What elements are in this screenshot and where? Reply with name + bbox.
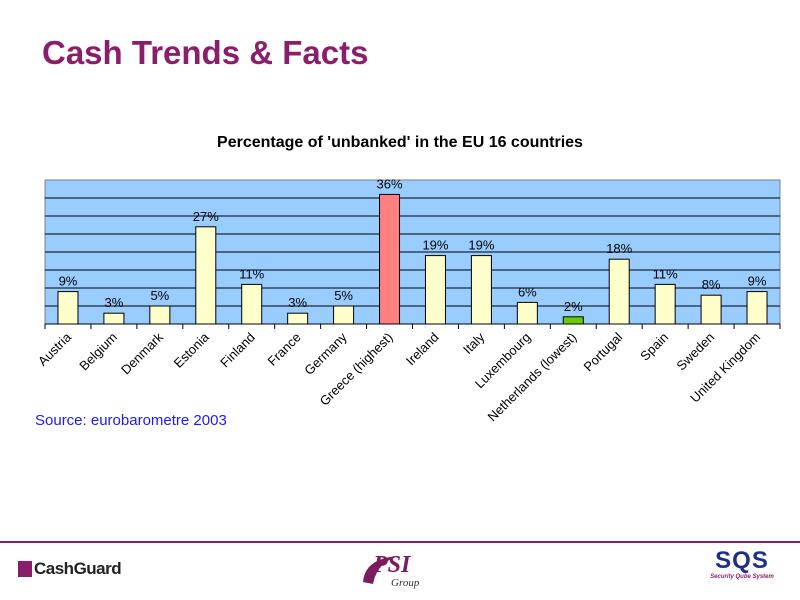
data-label: 19% bbox=[422, 238, 448, 253]
x-tick-label: Italy bbox=[460, 329, 488, 357]
bar bbox=[333, 305, 355, 325]
data-label: 11% bbox=[239, 266, 264, 281]
data-label: 19% bbox=[468, 238, 494, 253]
bar bbox=[654, 283, 676, 325]
psi-group-logo: PSI Group bbox=[355, 552, 445, 592]
sqs-logo: SQS Security Qube System bbox=[702, 548, 782, 588]
x-tick-label: Austria bbox=[35, 329, 75, 369]
x-tick-label: Spain bbox=[637, 330, 671, 364]
cashguard-mark-icon bbox=[18, 561, 32, 577]
data-label: 11% bbox=[653, 266, 678, 281]
data-label: 27% bbox=[193, 209, 219, 224]
x-tick-label: Sweden bbox=[673, 330, 717, 374]
bar bbox=[241, 283, 263, 325]
data-label: 36% bbox=[377, 176, 403, 191]
bar bbox=[470, 255, 492, 325]
data-label: 9% bbox=[748, 274, 767, 289]
bar bbox=[562, 316, 584, 325]
psi-logo-text: PSI bbox=[373, 552, 411, 578]
slide-title: Cash Trends & Facts bbox=[42, 34, 369, 71]
bar bbox=[424, 255, 446, 325]
bar bbox=[195, 226, 217, 325]
data-label: 3% bbox=[105, 295, 124, 310]
footer-divider bbox=[0, 541, 800, 543]
data-label: 5% bbox=[150, 288, 169, 303]
cashguard-logo-text: CashGuard bbox=[34, 559, 122, 578]
data-label: 2% bbox=[564, 299, 583, 314]
bar bbox=[57, 291, 79, 325]
source-note: Source: eurobarometre 2003 bbox=[35, 412, 227, 429]
data-label: 5% bbox=[334, 288, 353, 303]
bar bbox=[287, 312, 309, 325]
bar bbox=[516, 301, 538, 325]
x-tick-label: Estonia bbox=[171, 329, 213, 371]
x-tick-label: Ireland bbox=[403, 330, 442, 369]
bar bbox=[149, 305, 171, 325]
data-label: 9% bbox=[59, 274, 78, 289]
x-tick-label: Denmark bbox=[118, 329, 166, 377]
x-tick-label: Netherlands (lowest) bbox=[484, 330, 579, 425]
sqs-logo-text: SQS bbox=[715, 547, 769, 574]
bar bbox=[608, 258, 630, 325]
x-tick-label: Portugal bbox=[580, 329, 625, 374]
data-label: 3% bbox=[288, 295, 307, 310]
bar bbox=[700, 294, 722, 325]
bar bbox=[379, 193, 401, 325]
data-label: 6% bbox=[518, 284, 537, 299]
psi-swoosh-icon bbox=[363, 556, 399, 584]
bar bbox=[103, 312, 125, 325]
x-tick-label: France bbox=[265, 330, 304, 369]
x-tick-label: Belgium bbox=[76, 330, 120, 374]
data-label: 18% bbox=[606, 241, 632, 256]
chart-title: Percentage of 'unbanked' in the EU 16 co… bbox=[217, 134, 583, 151]
sqs-logo-subtext: Security Qube System bbox=[710, 574, 774, 580]
data-label: 8% bbox=[702, 277, 721, 292]
bar bbox=[746, 291, 768, 325]
x-tick-label: Finland bbox=[217, 330, 258, 371]
cashguard-logo: CashGuard bbox=[18, 557, 122, 581]
psi-logo-subtext: Group bbox=[391, 577, 420, 589]
